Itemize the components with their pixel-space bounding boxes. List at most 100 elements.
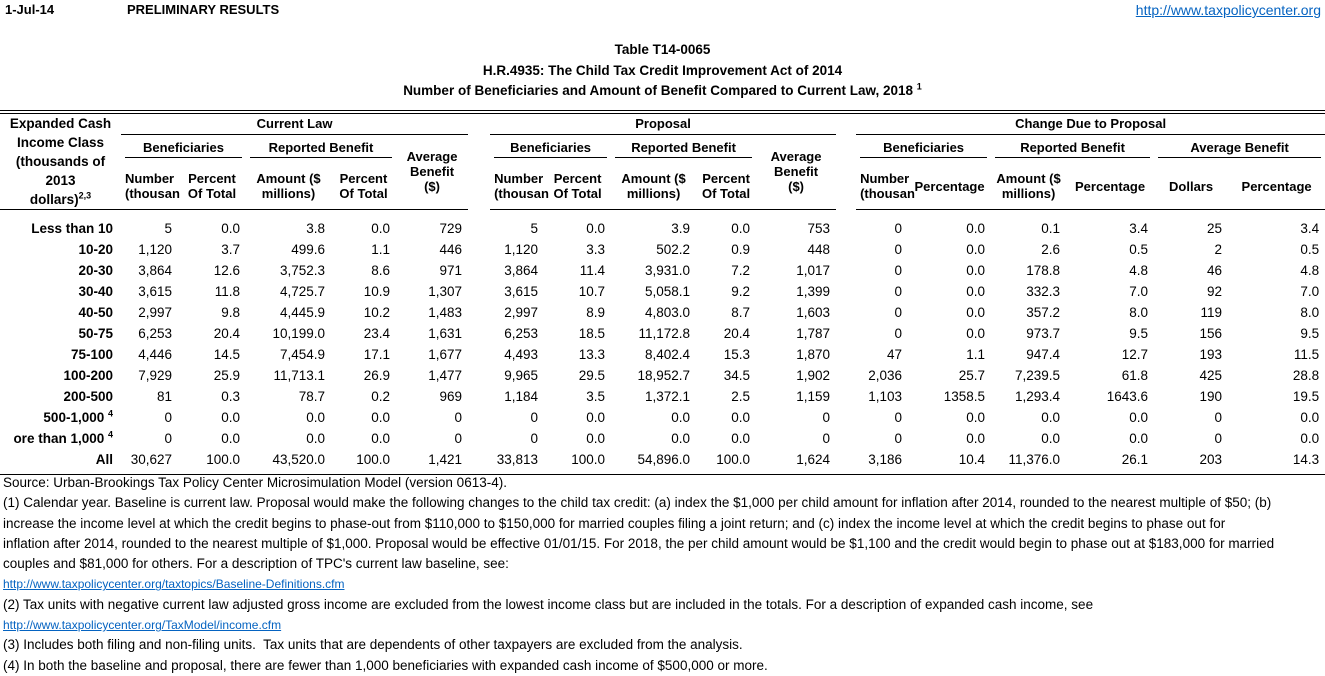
- cell: 30,627: [130, 451, 172, 467]
- cell: 969: [439, 388, 463, 404]
- footnote-line: (3) Includes both filing and non-filing …: [3, 637, 743, 653]
- cell: 100.0: [356, 451, 390, 467]
- spacer: [468, 239, 490, 260]
- col-header-cl-percent: Percent Of Total: [178, 163, 246, 210]
- cell: 947.4: [1026, 346, 1061, 362]
- table-row: 200-500 81 0.3 78.7 0.2 969 1,184 3.5 1,372.1 2.5…: [0, 386, 1325, 407]
- income-class-label: ore than 1,000 4: [13, 429, 113, 446]
- group-header-change: Change Due to Proposal: [856, 112, 1325, 135]
- col-header-cl-number: Number (thousan: [121, 163, 180, 210]
- cell: 78.7: [298, 388, 325, 404]
- cell: 1,624: [796, 451, 831, 467]
- spacer: [468, 386, 490, 407]
- cell: 0.1: [1041, 220, 1061, 236]
- cell: 0.0: [966, 325, 986, 341]
- cell: 0: [894, 283, 903, 299]
- footnote-link[interactable]: http://www.taxpolicycenter.org/taxtopics…: [3, 577, 345, 592]
- cell: 1,399: [796, 283, 831, 299]
- col-header-c-number: Number (thousan: [856, 163, 915, 210]
- cell: 28.8: [1292, 367, 1320, 383]
- income-class-label: 40-50: [78, 304, 113, 320]
- cell: 0: [894, 241, 903, 257]
- cell: 26.1: [1121, 451, 1149, 467]
- cell: 0: [822, 430, 831, 446]
- footnote-link[interactable]: http://www.taxpolicycenter.org/TaxModel/…: [3, 618, 282, 633]
- spacer: [468, 323, 490, 344]
- table-row: 500-1,000 4 0 0.0 0.0 0.0 0 0 0.0 0.0 0.0 0 0 0.0 0.0…: [0, 407, 1325, 428]
- site-link[interactable]: http://www.taxpolicycenter.org: [1135, 2, 1321, 18]
- cell: 203: [1199, 451, 1223, 467]
- spacer: [836, 112, 856, 210]
- subheader-cl-reported-benefit: Reported Benefit: [246, 134, 396, 164]
- spacer: [468, 112, 490, 210]
- cell: 92: [1207, 283, 1223, 299]
- cell: 0.0: [371, 409, 390, 425]
- cell: 7.2: [731, 262, 751, 278]
- cell: 5,058.1: [645, 283, 691, 299]
- header-row-groups: Expanded Cash Income Class (thousands of…: [0, 112, 1325, 210]
- cell: 43,520.0: [272, 451, 325, 467]
- cell: 0.2: [371, 388, 390, 404]
- cell: 0.0: [966, 283, 986, 299]
- cell: 3.9: [671, 220, 691, 236]
- cell: 448: [807, 241, 831, 257]
- cell: 0.0: [371, 220, 390, 236]
- cell: 1,870: [796, 346, 831, 362]
- cell: 11.4: [579, 262, 606, 278]
- col-header-c-dollars: Dollars: [1154, 163, 1229, 210]
- cell: 34.5: [723, 367, 751, 383]
- col-header-p-average-benefit: Average Benefit ($): [756, 134, 837, 210]
- cell: 25: [1207, 220, 1223, 236]
- row-footnote-marker: 4: [107, 429, 113, 439]
- cell: 26.9: [363, 367, 390, 383]
- cell: 119: [1200, 304, 1223, 320]
- table-row: 10-20 1,120 3.7 499.6 1.1 446 1,120 3.3 502.2 0.9…: [0, 239, 1325, 260]
- subheader-p-reported-benefit: Reported Benefit: [611, 134, 756, 164]
- cell: 19.5: [1292, 388, 1320, 404]
- footnote-line: increase the income level at which the c…: [3, 515, 1226, 531]
- cell: 0.0: [966, 262, 986, 278]
- cell: 0: [894, 325, 903, 341]
- cell: 0.0: [731, 220, 751, 236]
- spacer: [468, 260, 490, 281]
- col-header-p-amount: Amount ($ millions): [611, 163, 697, 210]
- cell: 9.5: [1129, 325, 1149, 341]
- spacer: [836, 449, 856, 470]
- cell: 0.0: [731, 430, 751, 446]
- spacer: [468, 449, 490, 470]
- cell: 156: [1199, 325, 1223, 341]
- cell: 3,864: [504, 262, 539, 278]
- cell: 1,372.1: [645, 388, 691, 404]
- table-row: 100-200 7,929 25.9 11,713.1 26.9 1,477 9,965 29…: [0, 365, 1325, 386]
- cell: 0: [894, 409, 903, 425]
- spacer: [836, 260, 856, 281]
- row-footnote-marker: 4: [107, 408, 113, 418]
- cell: 20.4: [213, 325, 240, 341]
- cell: 8.0: [1300, 304, 1320, 320]
- cell: 0.0: [306, 409, 325, 425]
- cell: 2: [1214, 241, 1223, 257]
- cell: 499.6: [291, 241, 325, 257]
- income-class-label: 500-1,000 4: [43, 408, 113, 425]
- cell: 3,615: [138, 283, 172, 299]
- income-class-header: Expanded Cash Income Class (thousands of…: [0, 112, 121, 210]
- spacer: [468, 302, 490, 323]
- cell: 3.4: [1300, 220, 1320, 236]
- cell: 3.3: [586, 241, 606, 257]
- cell: 14.5: [213, 346, 240, 362]
- cell: 0.5: [1129, 241, 1149, 257]
- cell: 357.2: [1026, 304, 1061, 320]
- cell: 6,253: [138, 325, 172, 341]
- cell: 0.0: [221, 409, 240, 425]
- col-header-p-percent: Percent Of Total: [544, 163, 612, 210]
- cell: 0.0: [966, 241, 986, 257]
- table-subtitle: H.R.4935: The Child Tax Credit Improveme…: [482, 62, 843, 78]
- cell: 17.1: [363, 346, 390, 362]
- footnote-line: (2) Tax units with negative current law …: [3, 596, 1094, 612]
- table-row: ore than 1,000 4 0 0.0 0.0 0.0 0 0 0.0 0.0 0.0 0 0 0…: [0, 428, 1325, 449]
- cell: 54,896.0: [637, 451, 691, 467]
- cell: 3,752.3: [279, 262, 325, 278]
- cell: 4.8: [1300, 262, 1320, 278]
- cell: 7.0: [1129, 283, 1149, 299]
